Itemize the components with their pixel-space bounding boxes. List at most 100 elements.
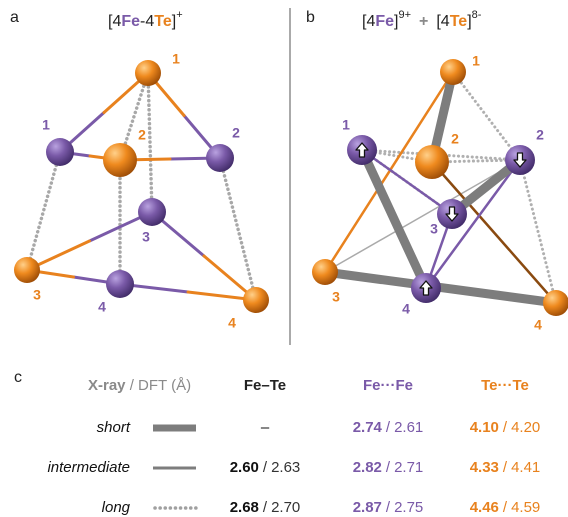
bonds [25, 67, 561, 308]
atom-label: 2 [232, 125, 240, 141]
dft-value: 2.63 [271, 459, 300, 476]
row-label: short [97, 419, 131, 436]
atoms: 1 2 3 4 1 2 3 4 1 2 3 4 1 2 3 4 [14, 51, 568, 333]
atom-label: 4 [402, 301, 410, 317]
row-label: long [102, 499, 131, 516]
formula-part: ] [467, 13, 471, 30]
column-header: Te···Te [481, 377, 529, 394]
bond [360, 148, 454, 216]
contact [146, 71, 154, 214]
formula-part: Te [154, 13, 172, 30]
header-xray: X-ray [88, 377, 126, 394]
table-header: X-ray / DFT (Å) [88, 377, 191, 394]
separator: / [503, 499, 508, 516]
formula-part: -4 [140, 13, 154, 30]
atom-label: 1 [172, 51, 180, 67]
te-atom [415, 145, 449, 179]
atom-label: 1 [342, 117, 350, 133]
atom-label: 4 [228, 315, 236, 331]
formula-part: Te [450, 13, 468, 30]
atom-label: 1 [472, 53, 480, 69]
formula-part: [4 [108, 13, 121, 30]
atom-label: 3 [142, 229, 150, 245]
fe-atom [46, 138, 74, 166]
xray-value: 2.74 [353, 419, 383, 436]
table-cell: 2.68/2.70 [230, 499, 301, 516]
te-atom [14, 257, 40, 283]
table-cell: 4.33/4.41 [470, 459, 541, 476]
atom-label: 3 [33, 287, 41, 303]
bond [323, 70, 455, 274]
formula-part: Fe [121, 13, 140, 30]
dft-value: 4.59 [511, 499, 540, 516]
contact [25, 150, 62, 272]
table-cell: 2.74/2.61 [353, 419, 424, 436]
dft-value: 2.75 [394, 499, 423, 516]
formula-part: Fe [375, 13, 394, 30]
xray-value: 2.82 [353, 459, 382, 476]
formula-plus: + [419, 13, 428, 30]
te-atom [103, 143, 137, 177]
separator: / [386, 419, 391, 436]
bond [424, 158, 522, 290]
row-label: intermediate [47, 459, 130, 476]
panel-label: b [306, 9, 315, 26]
separator: / [263, 459, 268, 476]
te-atom [312, 259, 338, 285]
xray-value: 4.46 [470, 499, 499, 516]
bond [357, 145, 431, 293]
table-cell: – [261, 419, 270, 436]
column-header: Fe–Te [244, 377, 286, 394]
column-header: Fe···Fe [363, 377, 413, 394]
fe-atom [206, 144, 234, 172]
separator: / [386, 499, 391, 516]
xray-value: 4.10 [470, 419, 499, 436]
contact [218, 156, 258, 302]
te-atom [440, 59, 466, 85]
xray-value: 4.33 [470, 459, 499, 476]
panel-label: c [14, 369, 22, 386]
atom-label: 2 [138, 127, 146, 143]
separator: / [386, 459, 391, 476]
formula-charge: 8- [472, 9, 482, 21]
spin-arrow [355, 142, 369, 158]
formula-charge: 9+ [398, 9, 411, 21]
contact [451, 70, 522, 162]
atom-label: 4 [98, 299, 106, 315]
atom-label: 1 [42, 117, 50, 133]
atom-label: 2 [536, 127, 544, 143]
atom-label: 2 [451, 131, 459, 147]
bond [324, 159, 521, 273]
contact [518, 158, 558, 305]
table-cell: 2.60/2.63 [230, 459, 301, 476]
dft-value: 4.41 [511, 459, 540, 476]
xray-value: 2.60 [230, 459, 259, 476]
dft-value: 2.71 [394, 459, 423, 476]
formula-part: ] [172, 13, 176, 30]
xray-value: 2.68 [230, 499, 259, 516]
dft-value: 2.61 [394, 419, 423, 436]
formula-part: ] [394, 13, 398, 30]
te-atom [135, 60, 161, 86]
panel-label: a [10, 9, 19, 26]
te-atom [243, 287, 269, 313]
table-cell: 4.46/4.59 [470, 499, 541, 516]
separator: / [503, 459, 508, 476]
table-cell: 2.87/2.75 [353, 499, 424, 516]
separator: / [503, 419, 508, 436]
dft-value: 2.70 [271, 499, 300, 516]
contact [118, 71, 150, 162]
table-cell: 4.10/4.20 [470, 419, 541, 436]
dft-value: 4.20 [511, 419, 540, 436]
te-atom [543, 290, 568, 316]
formula-part: [4 [362, 13, 375, 30]
separator: / [263, 499, 268, 516]
formula: [4Fe-4Te]+ [108, 9, 183, 30]
header-dft: / DFT (Å) [130, 377, 191, 394]
xray-value: 2.87 [353, 499, 382, 516]
atom-label: 3 [430, 221, 438, 237]
bond [430, 160, 558, 305]
